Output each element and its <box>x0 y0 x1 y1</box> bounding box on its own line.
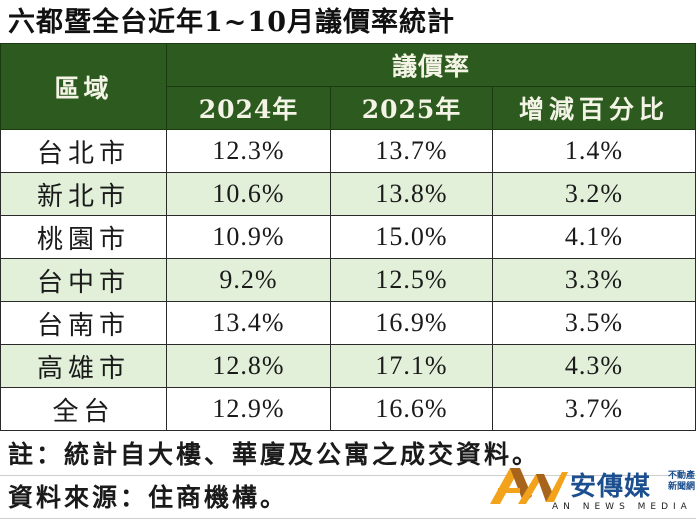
an-logo-mark-icon <box>490 468 568 504</box>
region-cell: 台南市 <box>0 301 167 345</box>
table-row: 全台 12.9% 16.6% 3.7% <box>0 387 696 431</box>
rate-2024-cell: 12.8% <box>166 344 331 388</box>
change-cell: 3.3% <box>491 258 696 302</box>
footnote: 註：統計自大樓、華廈及公寓之成交資料。 <box>0 434 696 476</box>
logo-tagline-1: 不動產 <box>668 471 696 481</box>
logo-tagline-2: 新聞網 <box>668 482 696 492</box>
change-cell: 4.3% <box>491 344 696 388</box>
logo-english-name: AN NEWS MEDIA <box>552 502 692 512</box>
rate-2024-cell: 13.4% <box>166 301 331 345</box>
region-cell: 高雄市 <box>0 344 167 388</box>
region-cell: 桃園市 <box>0 215 167 259</box>
region-cell: 新北市 <box>0 172 167 216</box>
rate-2025-cell: 16.9% <box>330 301 493 345</box>
header-group-bargaining-rate: 議價率 <box>165 43 696 87</box>
rate-2025-cell: 13.7% <box>330 129 493 173</box>
change-cell: 4.1% <box>491 215 696 259</box>
change-cell: 3.5% <box>491 301 696 345</box>
table-row: 高雄市 12.8% 17.1% 4.3% <box>0 344 696 388</box>
rate-2024-cell: 9.2% <box>166 258 331 302</box>
rate-2025-cell: 15.0% <box>330 215 493 259</box>
table-row: 台南市 13.4% 16.9% 3.5% <box>0 301 696 345</box>
region-cell: 台北市 <box>0 129 167 173</box>
header-2025: 2025年 <box>330 86 493 130</box>
region-cell: 台中市 <box>0 258 167 302</box>
an-news-media-logo: 安傳媒 不動產 新聞網 AN NEWS MEDIA <box>488 462 696 520</box>
rate-2024-cell: 12.3% <box>166 129 331 173</box>
rate-2025-cell: 17.1% <box>330 344 493 388</box>
change-cell: 3.7% <box>491 387 696 431</box>
table-row: 台北市 12.3% 13.7% 1.4% <box>0 129 696 173</box>
data-source: 資料來源：住商機構。 <box>0 477 696 519</box>
header-2024: 2024年 <box>166 86 331 130</box>
rate-2025-cell: 13.8% <box>330 172 493 216</box>
rate-2025-cell: 12.5% <box>330 258 493 302</box>
region-cell: 全台 <box>0 387 167 431</box>
table-row: 新北市 10.6% 13.8% 3.2% <box>0 172 696 216</box>
header-region: 區域 <box>0 43 167 130</box>
logo-chinese-name: 安傳媒 <box>570 472 652 502</box>
page-title: 六都暨全台近年1~10月議價率統計 <box>8 7 455 38</box>
bargaining-rate-table: 區域 議價率 2024年 2025年 增減百分比 台北市 12.3% 13.7%… <box>0 43 696 431</box>
change-cell: 1.4% <box>491 129 696 173</box>
rate-2025-cell: 16.6% <box>330 387 493 431</box>
change-cell: 3.2% <box>491 172 696 216</box>
table-row: 桃園市 10.9% 15.0% 4.1% <box>0 215 696 259</box>
header-change-percent: 增減百分比 <box>491 86 696 130</box>
table-row: 台中市 9.2% 12.5% 3.3% <box>0 258 696 302</box>
rate-2024-cell: 10.9% <box>166 215 331 259</box>
rate-2024-cell: 10.6% <box>166 172 331 216</box>
rate-2024-cell: 12.9% <box>166 387 331 431</box>
